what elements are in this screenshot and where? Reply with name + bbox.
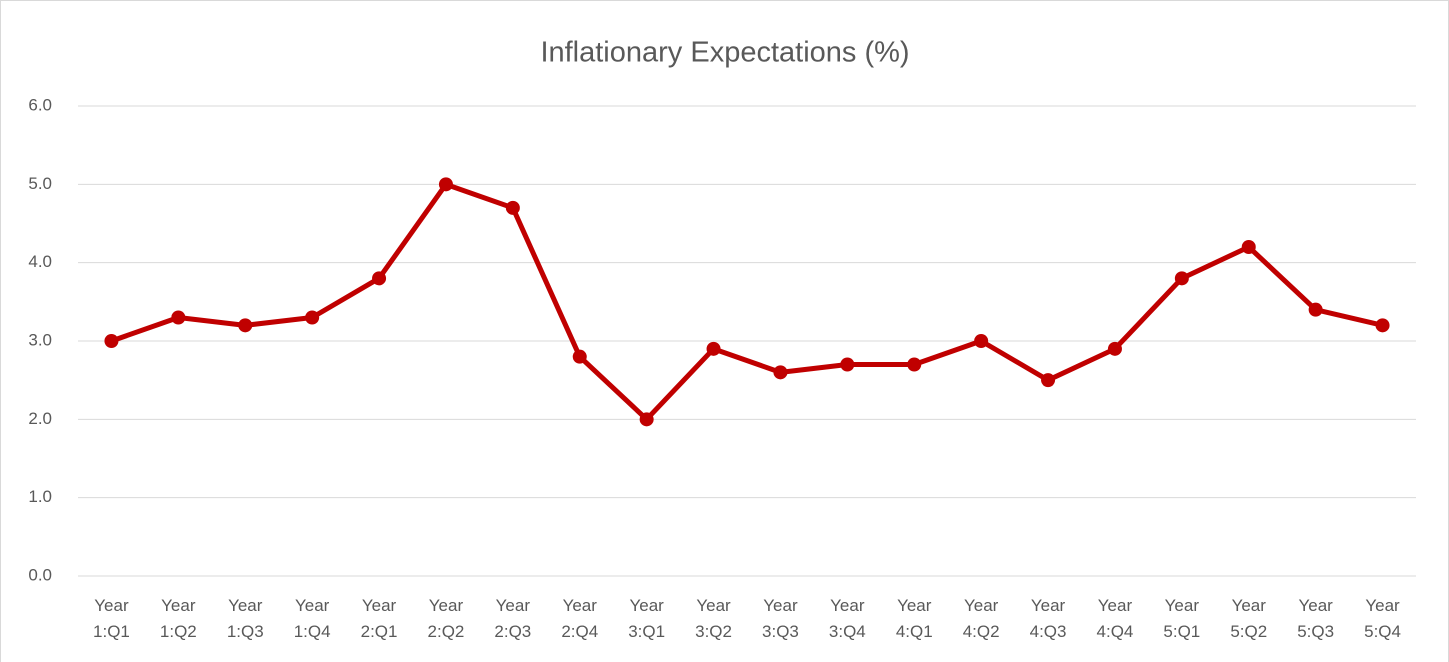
x-tick-label-line: 3:Q4 (829, 622, 866, 641)
x-tick-label-line: Year (94, 596, 129, 615)
x-tick-label-line: Year (1031, 596, 1066, 615)
x-tick-label-line: 4:Q4 (1097, 622, 1134, 641)
data-point (372, 271, 387, 286)
data-point (639, 412, 654, 427)
x-tick-label: Year 1:Q3 (227, 596, 264, 641)
y-tick-label: 0.0 (28, 565, 52, 584)
x-tick-label-line: 5:Q1 (1163, 622, 1200, 641)
x-tick-label-line: Year (161, 596, 196, 615)
data-point (572, 349, 587, 364)
x-tick-label: Year 3:Q3 (762, 596, 799, 641)
x-tick-label: Year 4:Q4 (1097, 596, 1134, 641)
data-point (1375, 318, 1390, 333)
x-tick-label: Year 4:Q3 (1030, 596, 1067, 641)
chart-title: Inflationary Expectations (%) (540, 37, 909, 69)
x-tick-label-line: Year (228, 596, 263, 615)
data-point (1241, 240, 1256, 254)
data-point (840, 357, 855, 372)
data-point (505, 200, 520, 215)
x-tick-label: Year 2:Q4 (561, 596, 598, 641)
x-tick-label: Year 5:Q3 (1297, 596, 1334, 641)
x-tick-label-line: Year (897, 596, 932, 615)
x-tick-label-line: 5:Q4 (1364, 622, 1401, 641)
x-tick-label-line: Year (629, 596, 664, 615)
x-tick-label: Year 5:Q1 (1163, 596, 1200, 641)
x-tick-label-line: 3:Q1 (628, 622, 665, 641)
x-tick-label-line: Year (1365, 596, 1400, 615)
data-point (305, 310, 320, 325)
x-tick-label-line: Year (1098, 596, 1133, 615)
data-point (104, 334, 119, 348)
x-tick-label-line: 1:Q1 (93, 622, 130, 641)
x-tick-label-line: Year (763, 596, 798, 615)
x-tick-label: Year 4:Q2 (963, 596, 1000, 641)
x-tick-label: Year 3:Q2 (695, 596, 732, 641)
x-tick-label-line: Year (1232, 596, 1267, 615)
x-tick-label-line: 2:Q1 (361, 622, 398, 641)
x-tick-label: Year 5:Q4 (1364, 596, 1401, 641)
x-tick-label-line: 2:Q4 (561, 622, 598, 641)
y-tick-label: 2.0 (28, 409, 52, 428)
data-point (171, 310, 186, 325)
y-tick-label: 1.0 (28, 487, 52, 506)
x-tick-label-line: Year (295, 596, 330, 615)
x-tick-label: Year 2:Q3 (494, 596, 531, 641)
data-point (974, 334, 989, 348)
x-tick-label-line: 5:Q2 (1230, 622, 1267, 641)
x-tick-label-line: 2:Q3 (494, 622, 531, 641)
data-point (1107, 341, 1122, 356)
x-tick-label: Year 3:Q1 (628, 596, 665, 641)
x-tick-label: Year 1:Q2 (160, 596, 197, 641)
data-point (773, 365, 788, 380)
x-tick-label-line: Year (1165, 596, 1200, 615)
x-tick-label: Year 2:Q1 (361, 596, 398, 641)
x-tick-label-line: 5:Q3 (1297, 622, 1334, 641)
x-tick-label-line: 4:Q2 (963, 622, 1000, 641)
x-tick-label-line: 3:Q3 (762, 622, 799, 641)
data-point (1041, 373, 1056, 388)
x-tick-label-line: 1:Q2 (160, 622, 197, 641)
y-tick-label: 4.0 (28, 252, 52, 271)
x-tick-label: Year 1:Q4 (294, 596, 331, 641)
x-tick-label-line: 1:Q3 (227, 622, 264, 641)
x-tick-label-line: Year (696, 596, 731, 615)
y-tick-label: 6.0 (28, 95, 52, 114)
x-tick-label-line: 3:Q2 (695, 622, 732, 641)
data-point (907, 357, 922, 372)
x-tick-label-line: 2:Q2 (428, 622, 465, 641)
x-tick-label: Year 2:Q2 (428, 596, 465, 641)
y-tick-label: 5.0 (28, 174, 52, 193)
x-tick-label: Year 1:Q1 (93, 596, 130, 641)
data-point (1308, 302, 1323, 317)
x-tick-label-line: Year (496, 596, 531, 615)
x-tick-label-line: Year (830, 596, 865, 615)
data-point (1174, 271, 1189, 286)
x-tick-label-line: Year (563, 596, 598, 615)
x-tick-label: Year 4:Q1 (896, 596, 933, 641)
y-tick-label: 3.0 (28, 330, 52, 349)
x-tick-label-line: Year (1298, 596, 1333, 615)
x-tick-label: Year 3:Q4 (829, 596, 866, 641)
data-point (238, 318, 253, 333)
x-tick-label-line: Year (964, 596, 999, 615)
x-tick-label-line: 4:Q3 (1030, 622, 1067, 641)
x-tick-label-line: 1:Q4 (294, 622, 331, 641)
data-point (438, 177, 453, 192)
x-tick-label-line: Year (362, 596, 397, 615)
data-point (706, 341, 721, 356)
x-tick-label-line: Year (429, 596, 464, 615)
series-line (110, 181, 1384, 422)
x-tick-label-line: 4:Q1 (896, 622, 933, 641)
x-tick-label: Year 5:Q2 (1230, 596, 1267, 641)
